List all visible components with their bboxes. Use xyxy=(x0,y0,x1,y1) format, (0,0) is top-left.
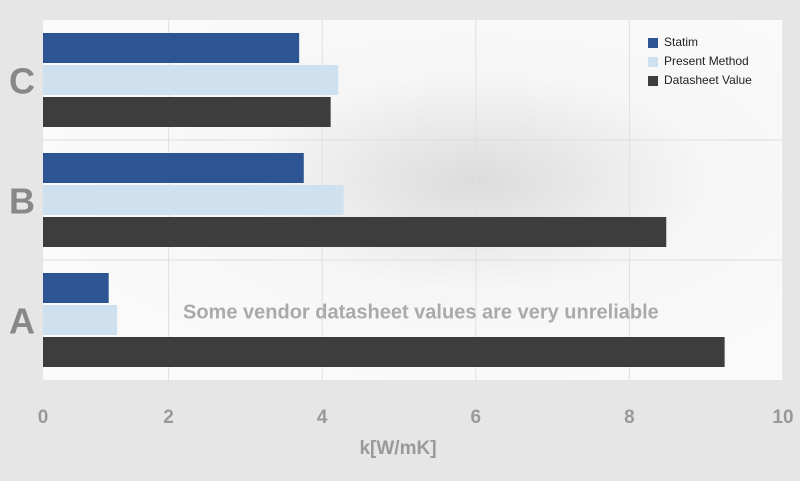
annotation: Some vendor datasheet values are very un… xyxy=(183,301,659,323)
bar xyxy=(15,217,667,247)
legend-label: Present Method xyxy=(664,54,749,68)
x-tick-label: 4 xyxy=(317,407,328,428)
bar xyxy=(15,337,725,367)
x-tick-label: 10 xyxy=(772,407,793,428)
bar xyxy=(15,153,304,183)
legend-label: Datasheet Value xyxy=(664,73,752,87)
legend-label: Statim xyxy=(664,35,698,49)
y-tick-label: B xyxy=(9,181,35,222)
x-axis-label: k[W/mK] xyxy=(359,438,436,459)
bar xyxy=(15,185,344,215)
x-tick-label: 0 xyxy=(38,407,49,428)
bar xyxy=(15,65,339,95)
legend-swatch xyxy=(648,57,658,67)
legend-swatch xyxy=(648,38,658,48)
bar xyxy=(15,33,300,63)
x-tick-label: 6 xyxy=(471,407,482,428)
y-tick-label: A xyxy=(9,301,35,342)
x-tick-label: 2 xyxy=(163,407,174,428)
y-tick-label: C xyxy=(9,61,35,102)
legend-swatch xyxy=(648,76,658,86)
bar xyxy=(15,97,331,127)
label-gutter xyxy=(0,20,43,380)
x-tick-label: 8 xyxy=(624,407,635,428)
